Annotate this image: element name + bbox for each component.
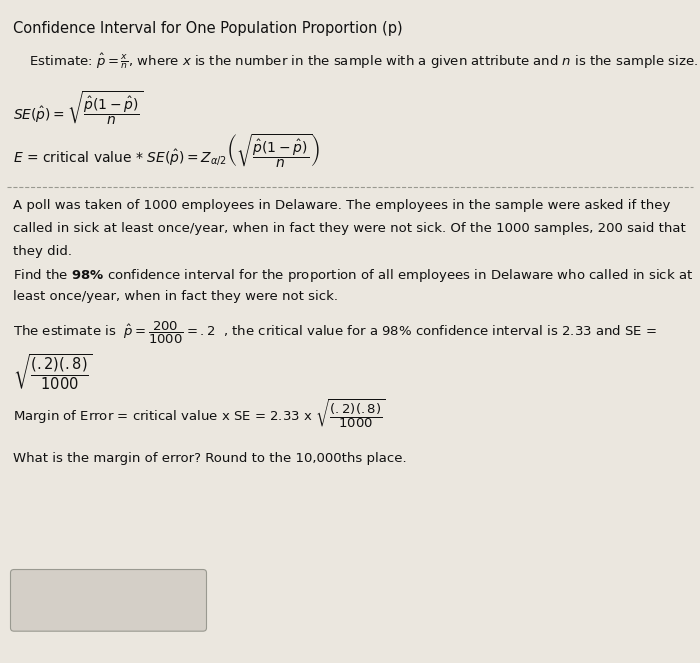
Text: $\sqrt{\dfrac{(.2)(.8)}{1000}}$: $\sqrt{\dfrac{(.2)(.8)}{1000}}$ (13, 353, 92, 392)
Text: called in sick at least once/year, when in fact they were not sick. Of the 1000 : called in sick at least once/year, when … (13, 222, 685, 235)
Text: $SE(\hat{p}) = \sqrt{\dfrac{\hat{p}(1-\hat{p})}{n}}$: $SE(\hat{p}) = \sqrt{\dfrac{\hat{p}(1-\h… (13, 90, 143, 127)
FancyBboxPatch shape (10, 570, 206, 631)
Text: $E$ = critical value * $SE(\hat{p}) = Z_{\alpha/2}\left(\sqrt{\dfrac{\hat{p}(1-\: $E$ = critical value * $SE(\hat{p}) = Z_… (13, 133, 320, 170)
Text: A poll was taken of 1000 employees in Delaware. The employees in the sample were: A poll was taken of 1000 employees in De… (13, 199, 670, 212)
Text: Margin of Error = critical value x SE = 2.33 x $\sqrt{\dfrac{(.2)(.8)}{1000}}$: Margin of Error = critical value x SE = … (13, 398, 386, 431)
Text: least once/year, when in fact they were not sick.: least once/year, when in fact they were … (13, 290, 337, 303)
Text: they did.: they did. (13, 245, 71, 259)
Text: Find the $\mathbf{98\%}$ confidence interval for the proportion of all employees: Find the $\mathbf{98\%}$ confidence inte… (13, 267, 693, 284)
Text: Estimate: $\hat{p} = \frac{x}{n}$, where $x$ is the number in the sample with a : Estimate: $\hat{p} = \frac{x}{n}$, where… (29, 52, 699, 71)
Text: The estimate is  $\hat{p} = \dfrac{200}{1000} = .2$  , the critical value for a : The estimate is $\hat{p} = \dfrac{200}{1… (13, 320, 657, 345)
Text: Confidence Interval for One Population Proportion (p): Confidence Interval for One Population P… (13, 21, 402, 36)
Text: What is the margin of error? Round to the 10,000ths place.: What is the margin of error? Round to th… (13, 452, 406, 465)
